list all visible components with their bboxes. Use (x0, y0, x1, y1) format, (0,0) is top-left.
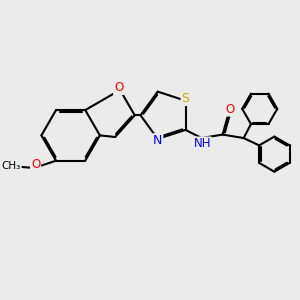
Text: O: O (114, 81, 123, 94)
Text: N: N (153, 134, 162, 147)
Text: O: O (225, 103, 235, 116)
Text: CH₃: CH₃ (2, 161, 21, 171)
Text: O: O (31, 158, 40, 171)
Text: S: S (182, 92, 190, 105)
Text: NH: NH (194, 137, 211, 150)
